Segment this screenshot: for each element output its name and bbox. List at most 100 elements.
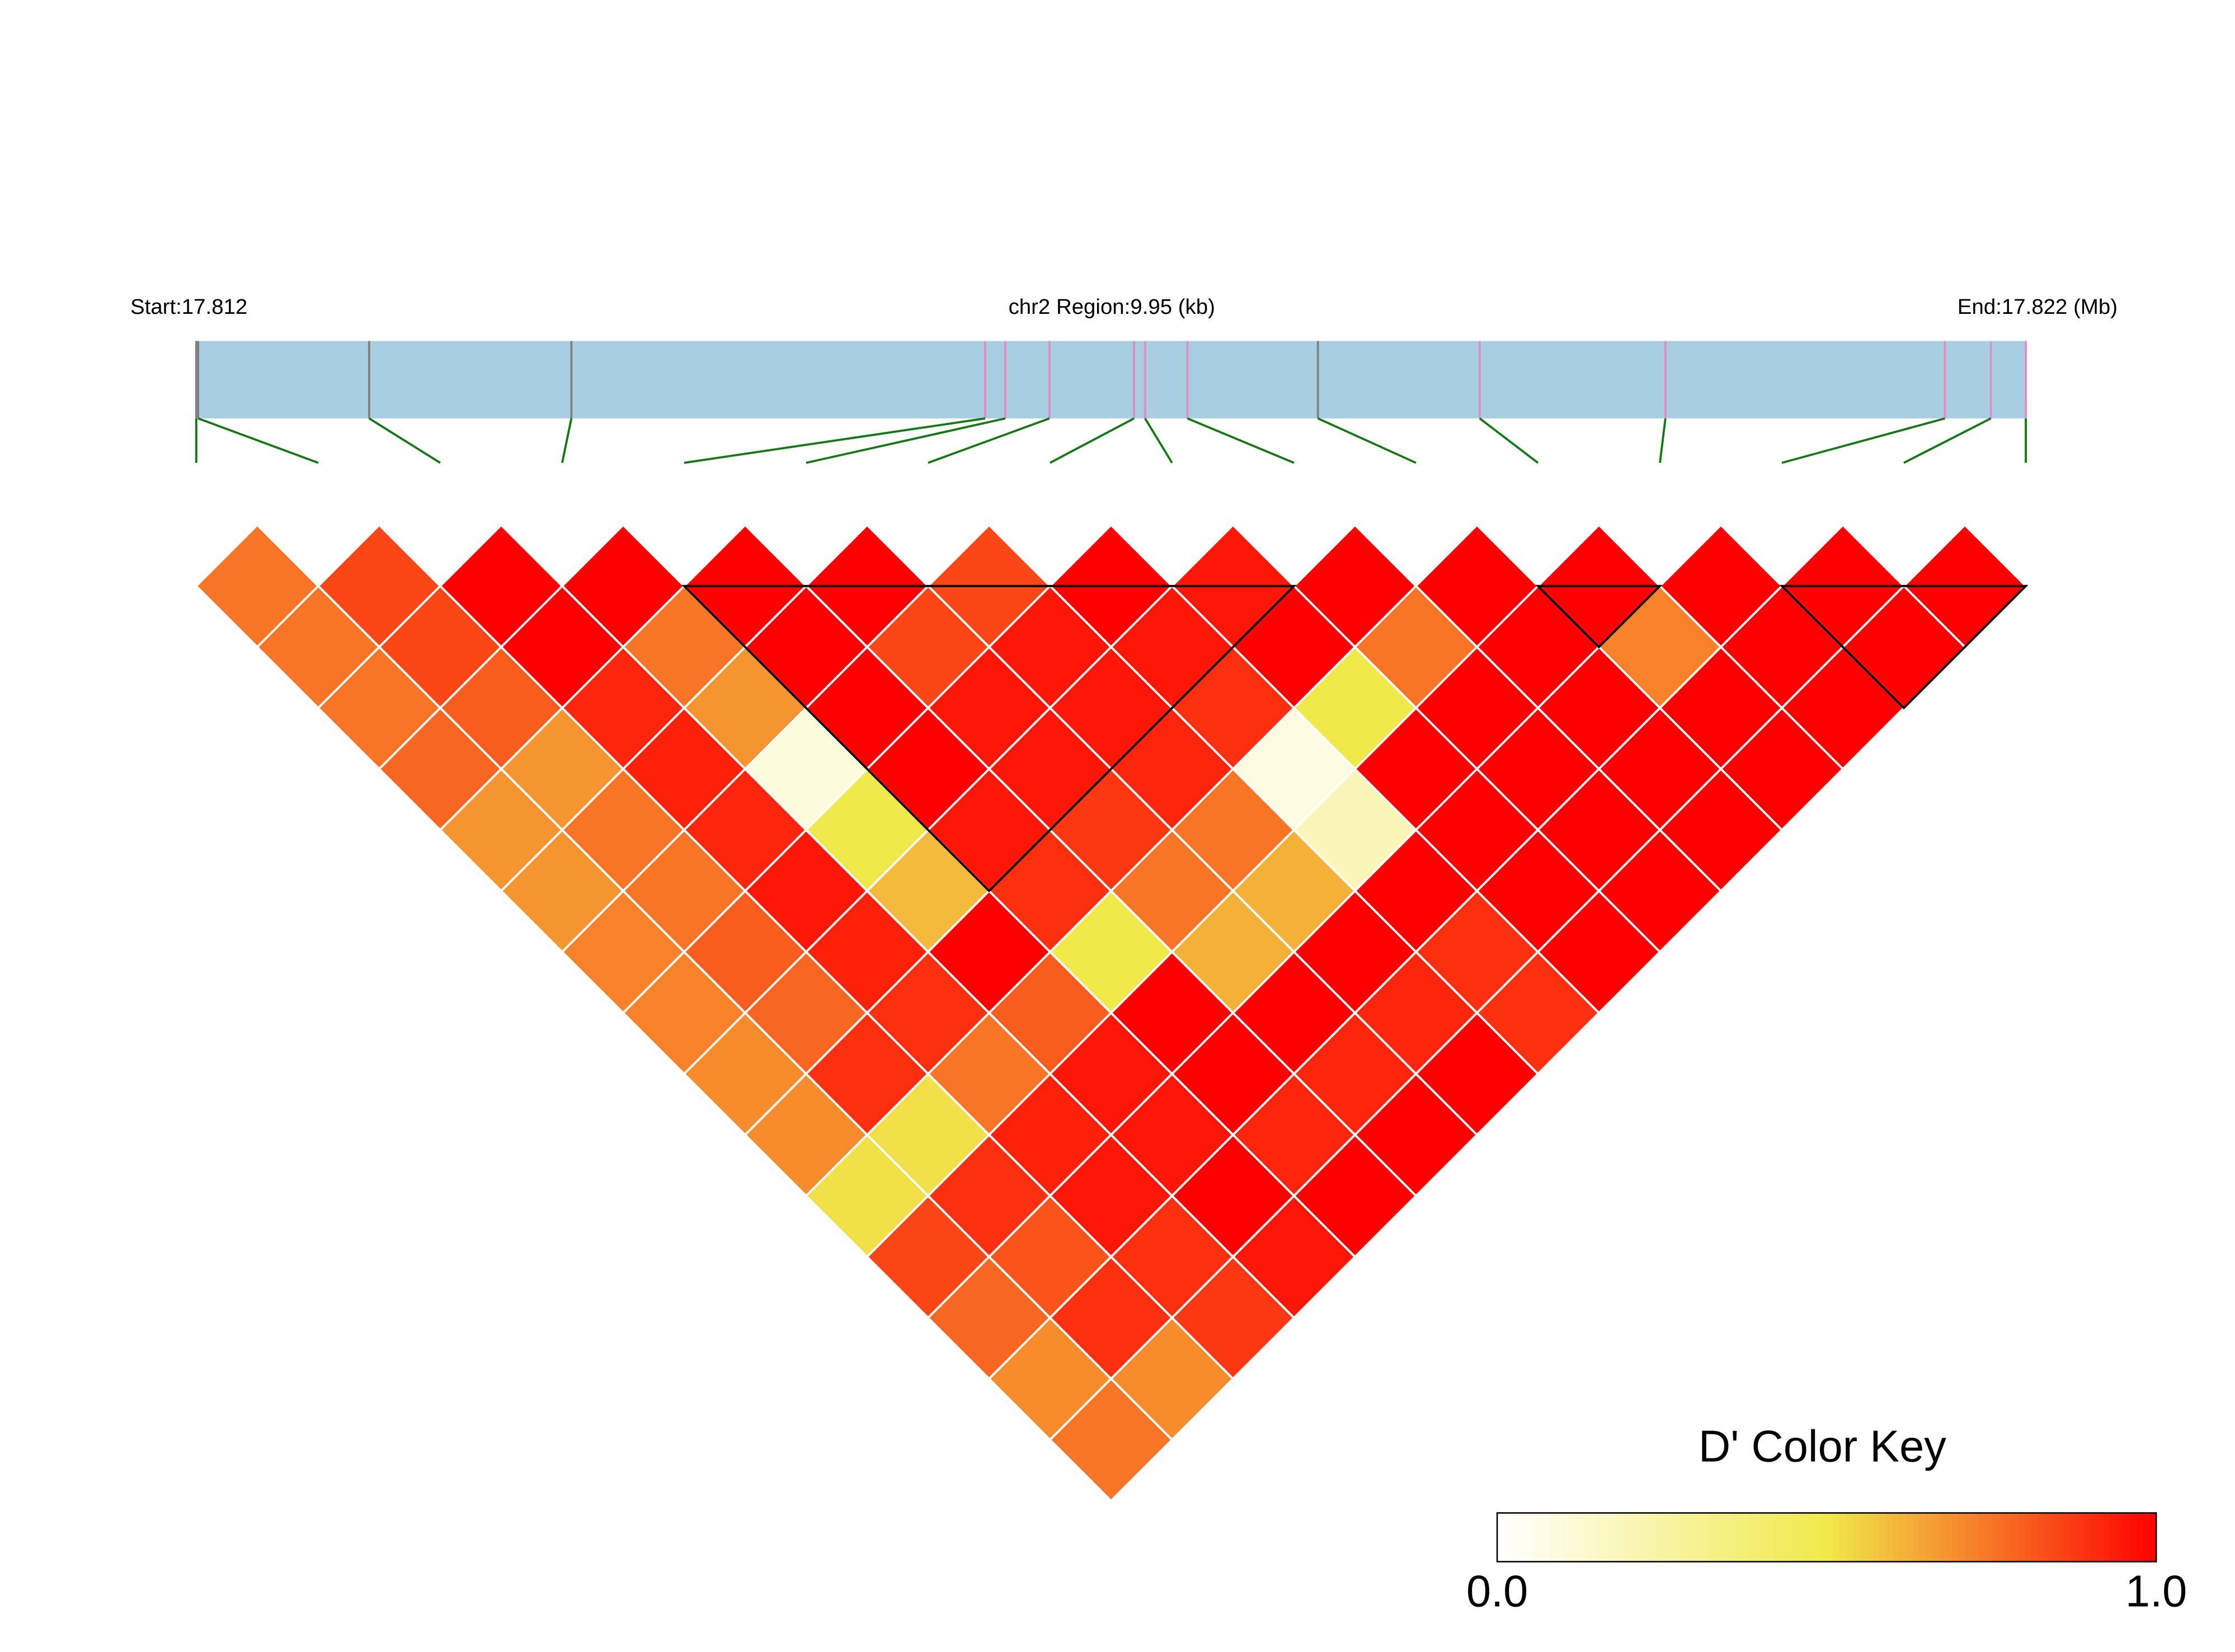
color-key-step — [1892, 1513, 1900, 1562]
color-key-step — [1773, 1513, 1781, 1562]
color-key-step — [1919, 1513, 1927, 1562]
color-key-step — [1951, 1513, 1960, 1562]
snp-link — [1187, 417, 1295, 464]
color-key-step — [1681, 1513, 1690, 1562]
color-key-step — [2050, 1513, 2058, 1562]
color-key-step — [1695, 1513, 1702, 1562]
color-key-step — [1497, 1513, 1505, 1562]
color-key-step — [1945, 1513, 1953, 1562]
color-key-step — [2077, 1513, 2085, 1562]
snp-link — [806, 417, 1006, 464]
color-key-step — [1899, 1513, 1907, 1562]
color-key-step — [1866, 1513, 1874, 1562]
snp-link — [1903, 417, 1992, 464]
color-key-step — [1629, 1513, 1636, 1562]
snp-link — [1050, 417, 1135, 464]
start-label: Start:17.812 — [130, 295, 247, 319]
color-key-step — [2071, 1513, 2078, 1562]
color-key-step — [1754, 1513, 1762, 1562]
color-key-step — [1576, 1513, 1584, 1562]
color-key-step — [2123, 1513, 2131, 1562]
color-key-step — [2005, 1513, 2012, 1562]
snp-link — [368, 417, 441, 464]
snp-link — [1781, 417, 1945, 464]
color-key-step — [2097, 1513, 2105, 1562]
color-key-step — [2143, 1513, 2151, 1562]
color-key-step — [1569, 1513, 1577, 1562]
color-key-step — [2044, 1513, 2052, 1562]
color-key-step — [1978, 1513, 1986, 1562]
color-key-step — [1905, 1513, 1913, 1562]
color-key-step — [1991, 1513, 1999, 1562]
color-key-step — [1701, 1513, 1709, 1562]
color-key-step — [1655, 1513, 1663, 1562]
color-key-step — [1708, 1513, 1716, 1562]
color-key-step — [1536, 1513, 1544, 1562]
snp-link — [1317, 417, 1417, 464]
color-key-step — [1668, 1513, 1676, 1562]
color-key-step — [1510, 1513, 1518, 1562]
color-key-step — [2064, 1513, 2072, 1562]
color-key-step — [1794, 1513, 1801, 1562]
snp-link — [1479, 417, 1539, 464]
ld-block — [1779, 585, 2029, 710]
color-key-step — [1714, 1513, 1722, 1562]
color-key-step — [1787, 1513, 1795, 1562]
color-key-step — [1925, 1513, 1933, 1562]
region-label: chr2 Region:9.95 (kb) — [1009, 295, 1215, 319]
color-key-step — [1721, 1513, 1729, 1562]
color-key-step — [1886, 1513, 1894, 1562]
color-key-step — [2031, 1513, 2039, 1562]
color-key-step — [1813, 1513, 1821, 1562]
ld-cell — [1048, 1377, 1174, 1503]
color-key-step — [1596, 1513, 1603, 1562]
color-key-step — [1741, 1513, 1749, 1562]
color-key-step — [1517, 1513, 1524, 1562]
color-key-step — [2110, 1513, 2118, 1562]
color-key-step — [1806, 1513, 1814, 1562]
color-key-step — [1642, 1513, 1650, 1562]
color-key-step — [1728, 1513, 1735, 1562]
color-key-step — [1971, 1513, 1979, 1562]
color-key-step — [1780, 1513, 1788, 1562]
color-key-step — [1583, 1513, 1591, 1562]
color-key-step — [1609, 1513, 1617, 1562]
color-key-step — [1556, 1513, 1564, 1562]
color-key-step — [1958, 1513, 1966, 1562]
color-key-step — [2130, 1513, 2138, 1562]
color-key-step — [1846, 1513, 1854, 1562]
snp-link — [561, 418, 573, 463]
color-key-step — [2103, 1513, 2111, 1562]
color-key-step — [1649, 1513, 1657, 1562]
color-key-frame — [1496, 1512, 2157, 1562]
color-key-step — [2017, 1513, 2025, 1562]
color-key-step — [1550, 1513, 1558, 1562]
color-key-step — [1688, 1513, 1696, 1562]
color-key-step — [2136, 1513, 2144, 1562]
color-key-step — [1675, 1513, 1683, 1562]
color-key-step — [2149, 1513, 2157, 1562]
color-key-step — [2090, 1513, 2098, 1562]
color-key-step — [1938, 1513, 1946, 1562]
color-key-step — [1912, 1513, 1920, 1562]
color-key-step — [1622, 1513, 1630, 1562]
color-key-step — [1602, 1513, 1610, 1562]
color-key-step — [1820, 1513, 1828, 1562]
color-key-step — [1932, 1513, 1940, 1562]
color-key-step — [1827, 1513, 1834, 1562]
snp-link — [928, 417, 1050, 464]
key-tick-label: 1.0 — [2125, 1566, 2187, 1616]
color-key-step — [1589, 1513, 1597, 1562]
end-label: End:17.822 (Mb) — [1958, 295, 2118, 319]
ld-block — [681, 585, 1297, 893]
color-key-step — [1965, 1513, 1973, 1562]
key-tick-label: 0.0 — [1466, 1566, 1528, 1616]
snp-link — [197, 417, 319, 464]
key-title: D' Color Key — [1698, 1422, 1946, 1471]
color-key-step — [2057, 1513, 2065, 1562]
color-key-step — [1616, 1513, 1624, 1562]
color-key-step — [2011, 1513, 2019, 1562]
ld-block — [1535, 585, 1663, 649]
snp-link — [684, 417, 986, 464]
